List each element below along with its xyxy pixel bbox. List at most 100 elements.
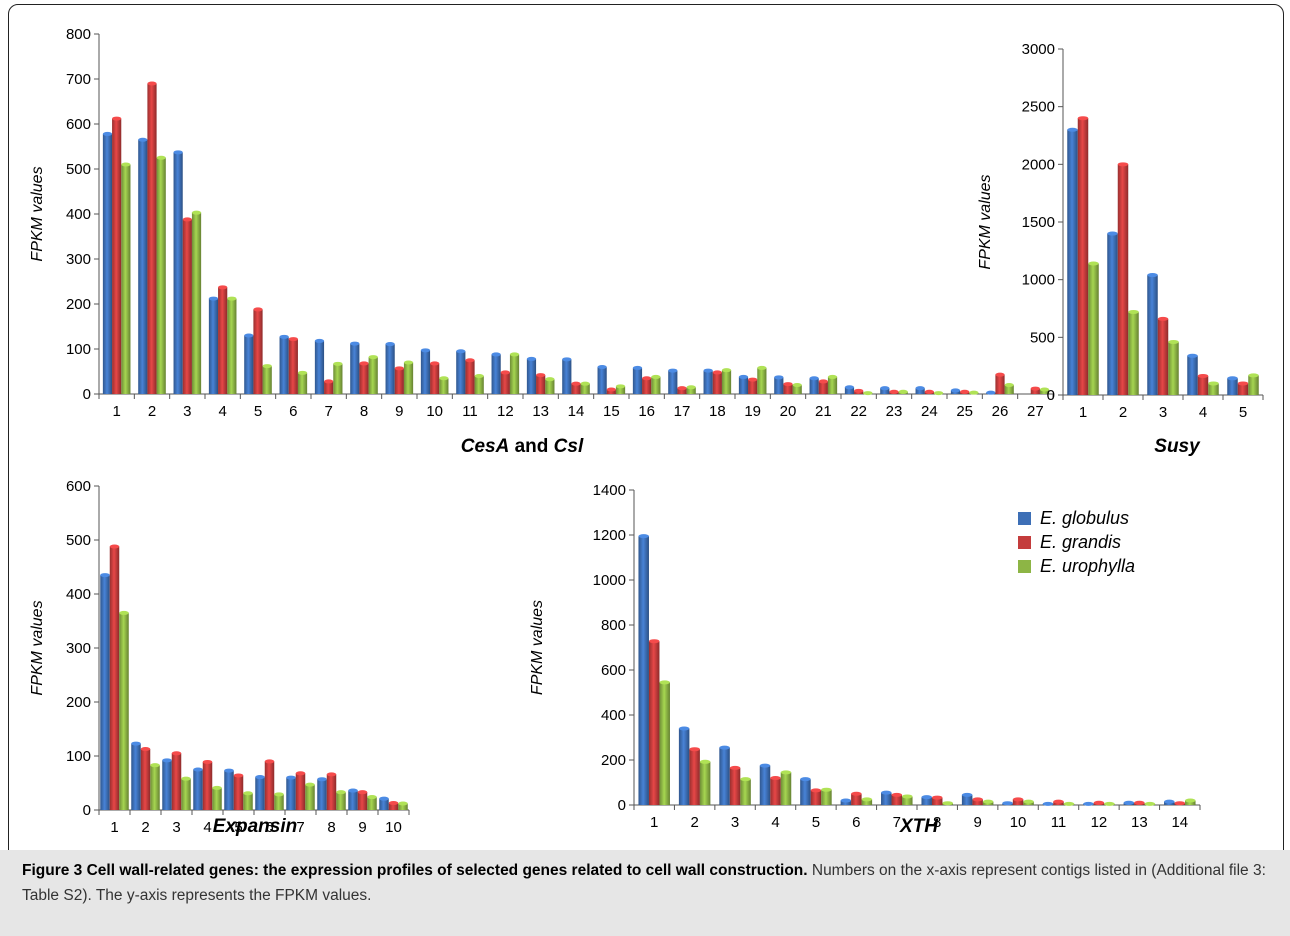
bar	[253, 309, 263, 394]
x-tick-label: 5	[812, 814, 820, 831]
bar	[227, 298, 237, 394]
bar	[388, 802, 399, 810]
bar-cap	[326, 772, 337, 777]
x-axis-title-part: Csl	[554, 436, 584, 457]
x-tick-label: 8	[327, 819, 335, 836]
bar-cap	[297, 370, 308, 375]
bar	[545, 379, 555, 394]
bar	[1185, 800, 1196, 805]
y-tick-label: 1500	[1022, 214, 1055, 231]
bar	[677, 388, 687, 394]
bar	[297, 372, 308, 394]
x-tick-label: 4	[218, 403, 226, 420]
bar	[686, 387, 696, 394]
bar	[274, 794, 284, 810]
x-tick-label: 3	[731, 814, 739, 831]
x-tick-label: 13	[1131, 814, 1148, 831]
bar	[995, 374, 1005, 394]
x-axis-title-part: Susy	[1154, 436, 1201, 457]
bar	[286, 777, 296, 810]
bar	[703, 370, 713, 394]
bar	[398, 803, 408, 810]
bar	[224, 770, 234, 810]
bar	[615, 386, 626, 394]
bar-cap	[1039, 387, 1050, 392]
bar	[526, 358, 537, 394]
x-tick-label: 23	[886, 403, 903, 420]
y-tick-label: 0	[618, 797, 626, 814]
bar	[121, 164, 131, 394]
bar-cap	[314, 338, 325, 343]
y-tick-label: 1000	[1022, 272, 1055, 289]
bar-cap	[244, 333, 254, 338]
bar-cap	[545, 377, 555, 382]
bar	[915, 388, 925, 394]
bar-cap	[562, 357, 572, 362]
x-tick-label: 5	[254, 403, 262, 420]
bar-cap	[119, 610, 129, 615]
bar	[191, 212, 202, 394]
bar	[719, 747, 730, 806]
bar-cap	[821, 787, 832, 792]
bar	[638, 536, 649, 806]
bar	[131, 743, 141, 810]
bar-cap	[800, 777, 811, 782]
legend-label: E. urophylla	[1040, 556, 1135, 576]
legend-swatch	[1018, 512, 1031, 525]
bar-cap	[1002, 801, 1013, 806]
bar-cap	[689, 747, 700, 752]
bar	[678, 728, 690, 805]
bar	[902, 796, 913, 805]
bar-cap	[642, 376, 652, 381]
y-tick-label: 1400	[593, 482, 626, 499]
bar-cap	[924, 389, 934, 394]
bar-cap	[719, 745, 730, 750]
bar-cap	[193, 767, 203, 772]
bar-cap	[686, 385, 696, 390]
bar	[606, 389, 616, 394]
bar-cap	[632, 365, 643, 370]
legend: E. globulus E. grandis E. urophylla	[1018, 508, 1135, 576]
bar-cap	[367, 795, 377, 800]
x-tick-label: 17	[674, 403, 691, 420]
bar	[385, 344, 395, 394]
bar	[580, 383, 590, 394]
bar	[1237, 383, 1249, 395]
bar	[147, 83, 157, 394]
x-tick-label: 24	[921, 403, 938, 420]
legend-label: E. globulus	[1040, 508, 1129, 528]
bar	[851, 793, 862, 805]
x-tick-label: 4	[1199, 404, 1207, 421]
x-tick-label: 7	[893, 814, 901, 831]
bar	[659, 682, 670, 806]
bar	[757, 367, 767, 394]
bar	[780, 772, 792, 806]
bar	[642, 378, 652, 394]
bar-cap	[1088, 261, 1099, 266]
bar	[738, 376, 749, 394]
bar	[109, 546, 120, 810]
bar-cap	[597, 365, 607, 369]
bar	[500, 372, 510, 394]
bar-cap	[150, 763, 160, 768]
bar	[1147, 275, 1158, 395]
bar	[182, 219, 192, 394]
bar	[138, 139, 148, 394]
bar	[212, 787, 222, 810]
bar-cap	[933, 391, 944, 396]
y-tick-label: 3000	[1022, 41, 1055, 58]
x-tick-label: 13	[532, 403, 549, 420]
bar-cap	[526, 356, 537, 361]
bar	[326, 774, 337, 810]
bar	[202, 761, 213, 810]
bar-cap	[1227, 376, 1238, 381]
bar-cap	[224, 768, 234, 773]
y-tick-label: 600	[66, 116, 91, 133]
bar	[262, 366, 272, 394]
bar	[333, 363, 343, 394]
bar	[1168, 341, 1179, 395]
bar-cap	[580, 381, 590, 386]
bar-cap	[162, 758, 172, 763]
bar	[774, 377, 784, 394]
